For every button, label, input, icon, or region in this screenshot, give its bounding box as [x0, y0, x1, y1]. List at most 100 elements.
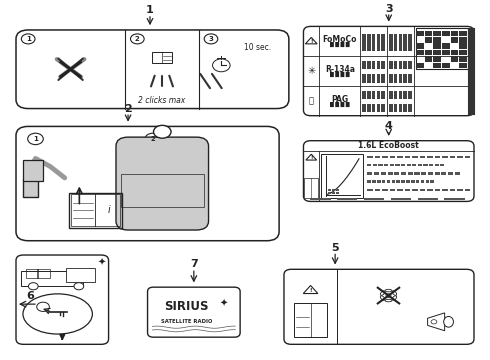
Bar — [433, 63, 441, 68]
Bar — [455, 172, 460, 175]
Bar — [375, 189, 381, 191]
Bar — [332, 189, 335, 191]
Bar — [377, 34, 380, 51]
Bar — [397, 189, 403, 191]
Bar — [435, 164, 439, 166]
Text: 4: 4 — [385, 121, 392, 131]
Bar — [465, 189, 470, 191]
Bar — [394, 61, 397, 69]
Bar — [397, 156, 403, 158]
Bar — [390, 164, 394, 166]
Circle shape — [28, 283, 38, 290]
Bar — [416, 50, 424, 55]
Bar — [394, 104, 397, 112]
Bar — [37, 270, 50, 278]
Bar — [377, 91, 380, 99]
Bar — [457, 156, 463, 158]
Bar — [372, 91, 375, 99]
Bar — [460, 31, 467, 36]
Text: ✦: ✦ — [220, 298, 227, 308]
Bar — [425, 180, 429, 183]
Bar — [321, 154, 363, 198]
Bar — [403, 34, 407, 51]
Text: 3: 3 — [385, 4, 392, 14]
Bar — [367, 104, 370, 112]
Bar — [423, 164, 428, 166]
Bar — [442, 50, 450, 55]
Bar — [24, 160, 43, 181]
Bar — [399, 104, 402, 112]
Bar — [311, 198, 331, 200]
Bar — [427, 156, 433, 158]
Bar — [389, 74, 392, 82]
Bar — [391, 198, 411, 200]
Ellipse shape — [392, 291, 396, 295]
Bar — [396, 180, 400, 183]
Bar — [450, 189, 455, 191]
Bar — [403, 61, 407, 69]
Bar — [425, 56, 432, 62]
Bar — [451, 50, 459, 55]
Bar — [416, 44, 424, 49]
Bar — [450, 156, 455, 158]
Ellipse shape — [392, 296, 396, 300]
Text: 1: 1 — [33, 136, 38, 142]
Bar — [367, 61, 370, 69]
Bar — [418, 164, 422, 166]
Ellipse shape — [385, 299, 392, 302]
Text: 2: 2 — [124, 104, 132, 113]
Text: 3: 3 — [209, 36, 214, 42]
Bar — [420, 156, 425, 158]
Bar — [152, 52, 171, 63]
Bar — [368, 156, 373, 158]
Bar — [368, 189, 373, 191]
Bar — [401, 164, 405, 166]
Bar — [377, 180, 381, 183]
Text: SATELLITE RADIO: SATELLITE RADIO — [161, 319, 212, 324]
Bar — [26, 270, 38, 278]
Bar — [395, 164, 399, 166]
Text: 1.6L EcoBoost: 1.6L EcoBoost — [358, 141, 419, 150]
Bar — [362, 61, 366, 69]
Bar — [390, 156, 395, 158]
Bar — [403, 104, 407, 112]
Text: PAG: PAG — [331, 95, 348, 104]
Text: i: i — [107, 205, 110, 215]
Bar — [374, 172, 379, 175]
Bar — [440, 164, 444, 166]
Bar — [67, 268, 96, 282]
Bar — [364, 198, 384, 200]
Bar — [381, 34, 385, 51]
Bar — [435, 156, 441, 158]
Bar — [433, 44, 441, 49]
Text: █ █ █ █: █ █ █ █ — [330, 42, 349, 48]
Text: █ █ █ █: █ █ █ █ — [330, 102, 349, 107]
Bar — [367, 164, 371, 166]
Bar — [433, 56, 441, 62]
Bar — [451, 56, 459, 62]
Bar — [412, 164, 416, 166]
Bar — [399, 34, 402, 51]
Text: ✦: ✦ — [97, 257, 105, 267]
Bar — [381, 74, 385, 82]
Bar — [425, 50, 432, 55]
Bar — [390, 189, 395, 191]
Bar — [408, 91, 412, 99]
Bar — [405, 189, 411, 191]
Text: █ █ █ █: █ █ █ █ — [330, 72, 349, 77]
Text: 1: 1 — [146, 5, 154, 15]
Bar — [442, 156, 448, 158]
Bar — [408, 61, 412, 69]
Bar — [24, 179, 38, 197]
Ellipse shape — [443, 316, 453, 327]
Bar — [71, 194, 120, 226]
Circle shape — [153, 125, 171, 138]
FancyBboxPatch shape — [116, 137, 209, 230]
Bar — [435, 172, 440, 175]
Text: 5: 5 — [331, 243, 339, 253]
Ellipse shape — [23, 294, 93, 334]
Bar — [382, 156, 388, 158]
Bar — [428, 172, 433, 175]
Bar — [460, 44, 467, 49]
Bar — [389, 91, 392, 99]
